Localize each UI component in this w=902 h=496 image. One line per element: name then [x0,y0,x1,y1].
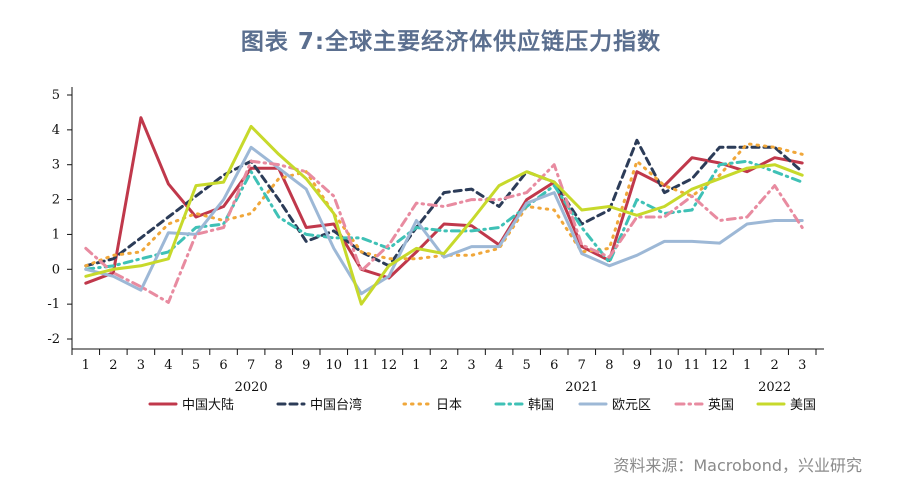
x-tick-label: 8 [275,358,283,373]
legend-label: 韩国 [528,398,554,413]
x-tick-label: 1 [412,358,420,373]
x-tick-label: 6 [550,358,558,373]
x-year-label: 2021 [565,380,598,395]
x-tick-label: 9 [302,358,310,373]
y-tick-label: -1 [47,297,60,312]
x-tick-label: 3 [798,358,806,373]
x-tick-label: 7 [247,358,255,373]
x-tick-label: 6 [219,358,227,373]
y-tick-label: -2 [47,332,60,347]
x-tick-label: 8 [605,358,613,373]
y-tick-label: 3 [52,158,60,173]
legend-label: 欧元区 [612,398,651,413]
x-tick-label: 9 [633,358,641,373]
x-tick-label: 11 [684,358,701,373]
series-line [84,145,804,296]
series-line [84,138,804,268]
legend-label: 中国台湾 [310,397,362,413]
series-line [84,159,804,271]
x-tick-label: 3 [467,358,475,373]
legend-label: 日本 [436,398,462,413]
series-line [84,116,804,285]
legend-label: 中国大陆 [182,397,234,413]
series-layer [84,116,804,306]
x-tick-label: 4 [164,358,172,373]
legend-label: 英国 [708,398,734,413]
source-note: 资料来源：Macrobond，兴业研究 [613,456,862,475]
y-tick-label: 5 [52,88,60,103]
x-tick-label: 1 [743,358,751,373]
x-tick-label: 12 [711,358,728,373]
y-tick-label: 4 [52,123,60,138]
x-tick-label: 11 [353,358,370,373]
x-tick-label: 10 [326,358,343,373]
legend-label: 美国 [790,398,816,413]
y-tick-label: 2 [52,193,60,208]
x-year-label: 2020 [235,380,268,395]
series-line [84,124,804,306]
x-tick-label: 1 [82,358,90,373]
x-tick-label: 2 [440,358,448,373]
x-year-label: 2022 [758,380,791,395]
x-tick-label: 3 [137,358,145,373]
x-tick-label: 2 [771,358,779,373]
y-tick-label: 1 [52,227,60,242]
x-tick-label: 5 [523,358,531,373]
x-tick-label: 5 [192,358,200,373]
series-line [84,159,804,304]
y-tick-label: 0 [52,262,60,277]
legend: 中国大陆 中国台湾 日本 韩国 欧元区 英国 美国 [148,397,816,413]
x-tick-label: 10 [656,358,673,373]
x-tick-label: 4 [495,358,503,373]
chart-title: 图表 7:全球主要经济体供应链压力指数 [240,29,662,55]
x-tick-label: 12 [381,358,398,373]
x-tick-label: 2 [109,358,117,373]
x-tick-label: 7 [578,358,586,373]
